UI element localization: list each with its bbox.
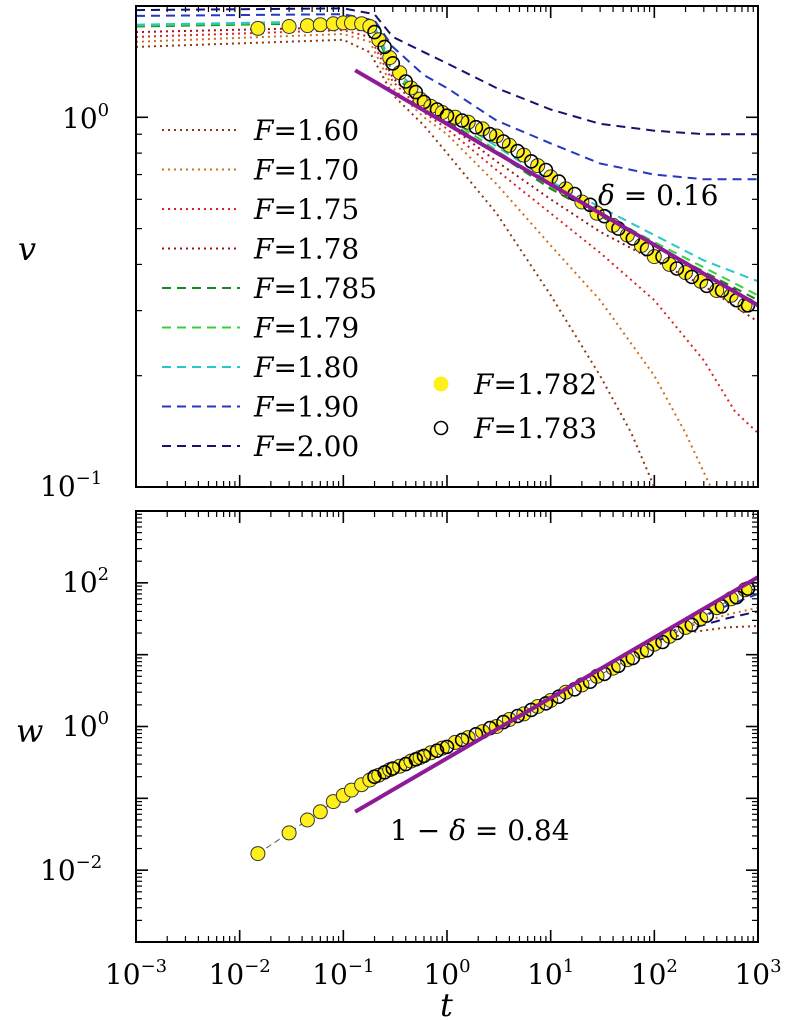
series-line <box>135 20 759 297</box>
data-point <box>299 812 315 828</box>
legend-entry: F=1.79 <box>253 312 359 345</box>
top-ytick-label-1: 100 <box>62 100 109 135</box>
data-point <box>523 702 539 718</box>
data-point <box>299 18 315 34</box>
data-point <box>281 19 297 34</box>
legend-entry: F=1.80 <box>253 351 359 384</box>
data-point <box>312 17 328 33</box>
bottom-xtick-label: 10−3 <box>105 956 167 991</box>
data-point <box>454 113 470 128</box>
legend-entry: F=1.70 <box>253 154 359 187</box>
data-point <box>362 19 378 34</box>
bottom-ytick-label-100: 102 <box>62 564 109 599</box>
data-point <box>684 617 700 633</box>
series-line <box>135 7 758 136</box>
top-legend: F=1.60 F=1.70 F=1.75 F=1.78 F=1.785 F=1.79 F=1… <box>162 114 377 463</box>
data-point <box>385 761 401 776</box>
data-point <box>439 739 455 755</box>
legend-entry: F=1.785 <box>253 272 377 305</box>
data-point <box>377 39 392 55</box>
data-point <box>662 256 677 272</box>
data-point <box>416 748 432 764</box>
data-point <box>250 20 266 36</box>
data-point <box>496 134 511 149</box>
bottom-xtick-label: 103 <box>734 956 781 991</box>
data-point <box>482 126 498 142</box>
bottom-xtick-label: 100 <box>423 956 470 991</box>
top-axes-frame <box>135 5 759 488</box>
bottom-xtick-labels: 10−3 10−2 10−1 100 101 102 103 <box>105 956 782 991</box>
top-minor-ticks <box>135 5 758 488</box>
top-fit-line <box>354 68 760 308</box>
bottom-panel: 102 100 10−2 10−3 10−2 10−1 100 101 102 103 w … <box>16 510 782 1020</box>
data-point <box>510 143 525 159</box>
data-point <box>454 732 470 748</box>
bottom-xtick-label: 101 <box>527 956 574 991</box>
data-point <box>447 734 463 750</box>
data-point <box>385 55 401 71</box>
data-point <box>408 84 424 100</box>
legend-marker <box>433 376 449 392</box>
data-point <box>468 119 484 135</box>
top-ylabel: v <box>18 230 36 268</box>
data-point <box>699 278 715 294</box>
top-panel: 100 10−1 v F=1.60 F=1.70 F=1.75 F=1.78 F=1.7… <box>18 5 760 503</box>
data-point <box>408 751 424 767</box>
bottom-xlabel: t <box>440 986 453 1020</box>
top-ytick-label-0.1: 10−1 <box>40 468 102 503</box>
series-line <box>135 21 759 302</box>
one-minus-delta-annotation: 1 − δ = 0.84 <box>390 814 570 847</box>
bottom-ytick-label-0.01: 10−2 <box>40 852 102 887</box>
bottom-xtick-label: 10−1 <box>312 956 374 991</box>
legend-entry: F=1.75 <box>253 193 359 226</box>
data-point <box>377 764 392 780</box>
data-point <box>367 24 382 40</box>
series-line <box>135 26 759 323</box>
bottom-fit-line <box>354 575 760 814</box>
data-point <box>281 825 297 841</box>
delta-annotation: δ = 0.16 <box>598 179 718 212</box>
bottom-ytick-label-1: 100 <box>62 708 109 743</box>
data-point <box>367 769 382 785</box>
legend-entry: F=1.783 <box>473 412 597 445</box>
data-point <box>655 634 670 650</box>
legend-entry: F=1.782 <box>473 368 597 401</box>
series-line <box>135 13 758 181</box>
data-point <box>523 154 539 169</box>
data-point <box>538 162 554 178</box>
legend-marker <box>433 420 449 436</box>
data-point <box>597 208 612 224</box>
series-line <box>653 625 759 646</box>
bottom-axes-frame <box>135 510 759 943</box>
legend-entry: F=1.60 <box>253 114 359 147</box>
data-point <box>398 74 414 89</box>
top-legend-markers: F=1.782 F=1.783 <box>433 368 597 445</box>
series-line <box>135 20 759 283</box>
bottom-xtick-label: 102 <box>631 956 678 991</box>
legend-entry: F=1.90 <box>253 391 359 424</box>
data-point <box>510 708 525 724</box>
data-point <box>669 261 685 276</box>
data-point <box>250 846 266 862</box>
legend-entry: F=1.78 <box>253 233 359 266</box>
data-point <box>684 269 700 285</box>
bottom-xtick-label: 10−2 <box>209 956 271 991</box>
bottom-ylabel: w <box>16 712 43 750</box>
data-point <box>312 804 328 820</box>
legend-entry: F=2.00 <box>253 430 359 463</box>
bottom-minor-ticks <box>135 511 758 943</box>
data-point <box>429 743 445 759</box>
series-line <box>135 29 759 434</box>
